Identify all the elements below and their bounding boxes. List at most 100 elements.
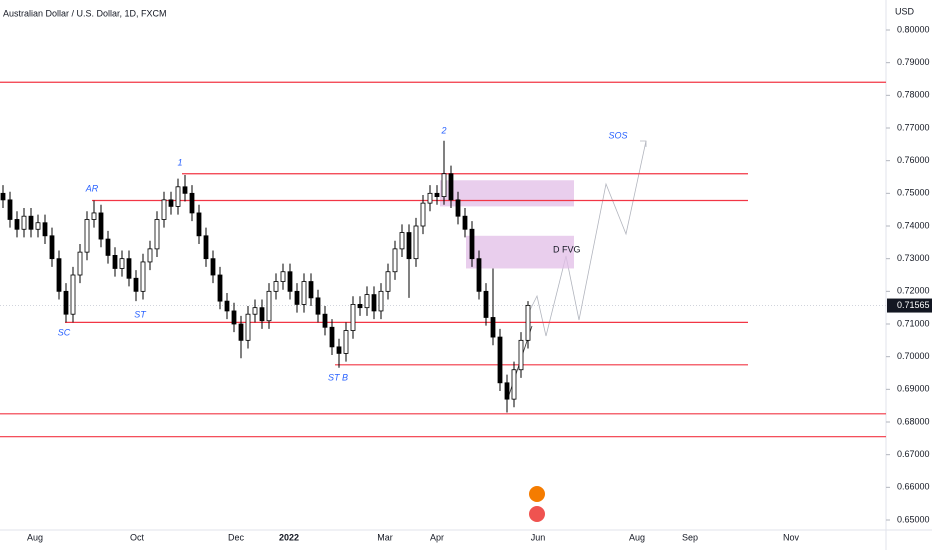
x-tick-label: Nov xyxy=(783,532,800,542)
projection-path xyxy=(529,140,647,337)
candle-body xyxy=(126,258,132,279)
annotation: 1 xyxy=(177,157,182,167)
x-tick-label: Sep xyxy=(682,532,698,542)
candle-body xyxy=(154,219,160,250)
candle-body xyxy=(413,225,419,260)
y-tick-label: 0.73000 xyxy=(897,253,930,263)
candle-body xyxy=(112,255,118,269)
y-tick-label: 0.65000 xyxy=(897,514,930,524)
annotation: ST xyxy=(134,309,147,319)
y-tick-label: 0.74000 xyxy=(897,220,930,230)
x-tick-label: Mar xyxy=(377,532,393,542)
y-tick-label: 0.67000 xyxy=(897,449,930,459)
y-tick-label: 0.69000 xyxy=(897,384,930,394)
candle-body xyxy=(504,382,510,400)
candle-body xyxy=(182,186,188,194)
candle-body xyxy=(357,304,363,309)
candle-body xyxy=(371,294,377,312)
candles xyxy=(0,140,531,413)
y-tick-label: 0.70000 xyxy=(897,351,930,361)
candle-body xyxy=(105,238,111,256)
candle-body xyxy=(252,307,258,315)
y-tick-label: 0.72000 xyxy=(897,286,930,296)
chart-title: Australian Dollar / U.S. Dollar, 1D, FXC… xyxy=(3,8,167,18)
x-tick-label: Aug xyxy=(27,532,43,542)
candle-body xyxy=(378,290,384,312)
projection-arrow xyxy=(640,140,647,147)
x-tick-label: 2022 xyxy=(279,532,299,542)
candle-body xyxy=(231,310,237,325)
candle-body xyxy=(455,199,461,217)
candle-body xyxy=(294,290,300,305)
candle-body xyxy=(63,290,69,315)
annotation: ST B xyxy=(328,372,348,382)
candle-body xyxy=(518,339,524,371)
candle-body xyxy=(273,281,279,292)
candle-body xyxy=(35,222,41,230)
y-tick-label: 0.68000 xyxy=(897,416,930,426)
candle-body xyxy=(462,215,468,230)
x-tick-label: Oct xyxy=(130,532,145,542)
candle-body xyxy=(350,304,356,331)
x-tick-label: Apr xyxy=(430,532,444,542)
annotation: AR xyxy=(85,183,99,193)
candle-body xyxy=(511,369,517,400)
candle-body xyxy=(49,235,55,260)
fvg-zone xyxy=(440,180,574,207)
candle-body xyxy=(42,222,48,237)
candle-body xyxy=(245,313,251,341)
candle-body xyxy=(196,212,202,237)
candle-body xyxy=(98,212,104,240)
logo-coin xyxy=(529,506,545,522)
candle-body xyxy=(210,258,216,276)
candle-body xyxy=(469,228,475,260)
y-tick-label: 0.66000 xyxy=(897,482,930,492)
candle-body xyxy=(84,219,90,253)
candle-body xyxy=(189,192,195,214)
candle-body xyxy=(259,307,265,322)
candle-body xyxy=(140,261,146,292)
candle-body xyxy=(364,294,370,309)
annotation: SC xyxy=(58,327,71,337)
candle-body xyxy=(91,212,97,220)
candle-body xyxy=(448,173,454,201)
candle-body xyxy=(203,235,209,260)
candle-body xyxy=(476,258,482,292)
candle-body xyxy=(301,281,307,305)
candle-body xyxy=(266,290,272,322)
y-tick-label: 0.78000 xyxy=(897,90,930,100)
candle-body xyxy=(336,346,342,354)
candle-body xyxy=(70,274,76,315)
candle-body xyxy=(224,300,230,312)
candle-body xyxy=(392,248,398,273)
candle-body xyxy=(238,323,244,341)
annotation: 2 xyxy=(440,125,446,135)
candle-body xyxy=(147,248,153,263)
last-price-box xyxy=(887,298,932,313)
candle-body xyxy=(77,251,83,276)
candle-body xyxy=(420,202,426,227)
y-axis-label: USD xyxy=(895,6,915,16)
candle-body xyxy=(280,271,286,282)
candle-body xyxy=(56,258,62,292)
y-tick-label: 0.76000 xyxy=(897,155,930,165)
candle-body xyxy=(399,232,405,250)
candle-body xyxy=(217,274,223,302)
y-tick-label: 0.79000 xyxy=(897,57,930,67)
candle-body xyxy=(287,271,293,292)
candle-body xyxy=(161,199,167,220)
candle-body xyxy=(441,173,447,198)
candle-body xyxy=(28,215,34,230)
y-tick-label: 0.77000 xyxy=(897,122,930,132)
x-tick-label: Jun xyxy=(531,532,546,542)
candle-body xyxy=(406,232,412,260)
candle-body xyxy=(434,192,440,198)
candle-body xyxy=(483,290,489,318)
y-tick-label: 0.71000 xyxy=(897,318,930,328)
candle-body xyxy=(385,271,391,292)
candle-body xyxy=(525,304,531,341)
y-tick-label: 0.80000 xyxy=(897,24,930,34)
annotation: SOS xyxy=(608,130,627,140)
